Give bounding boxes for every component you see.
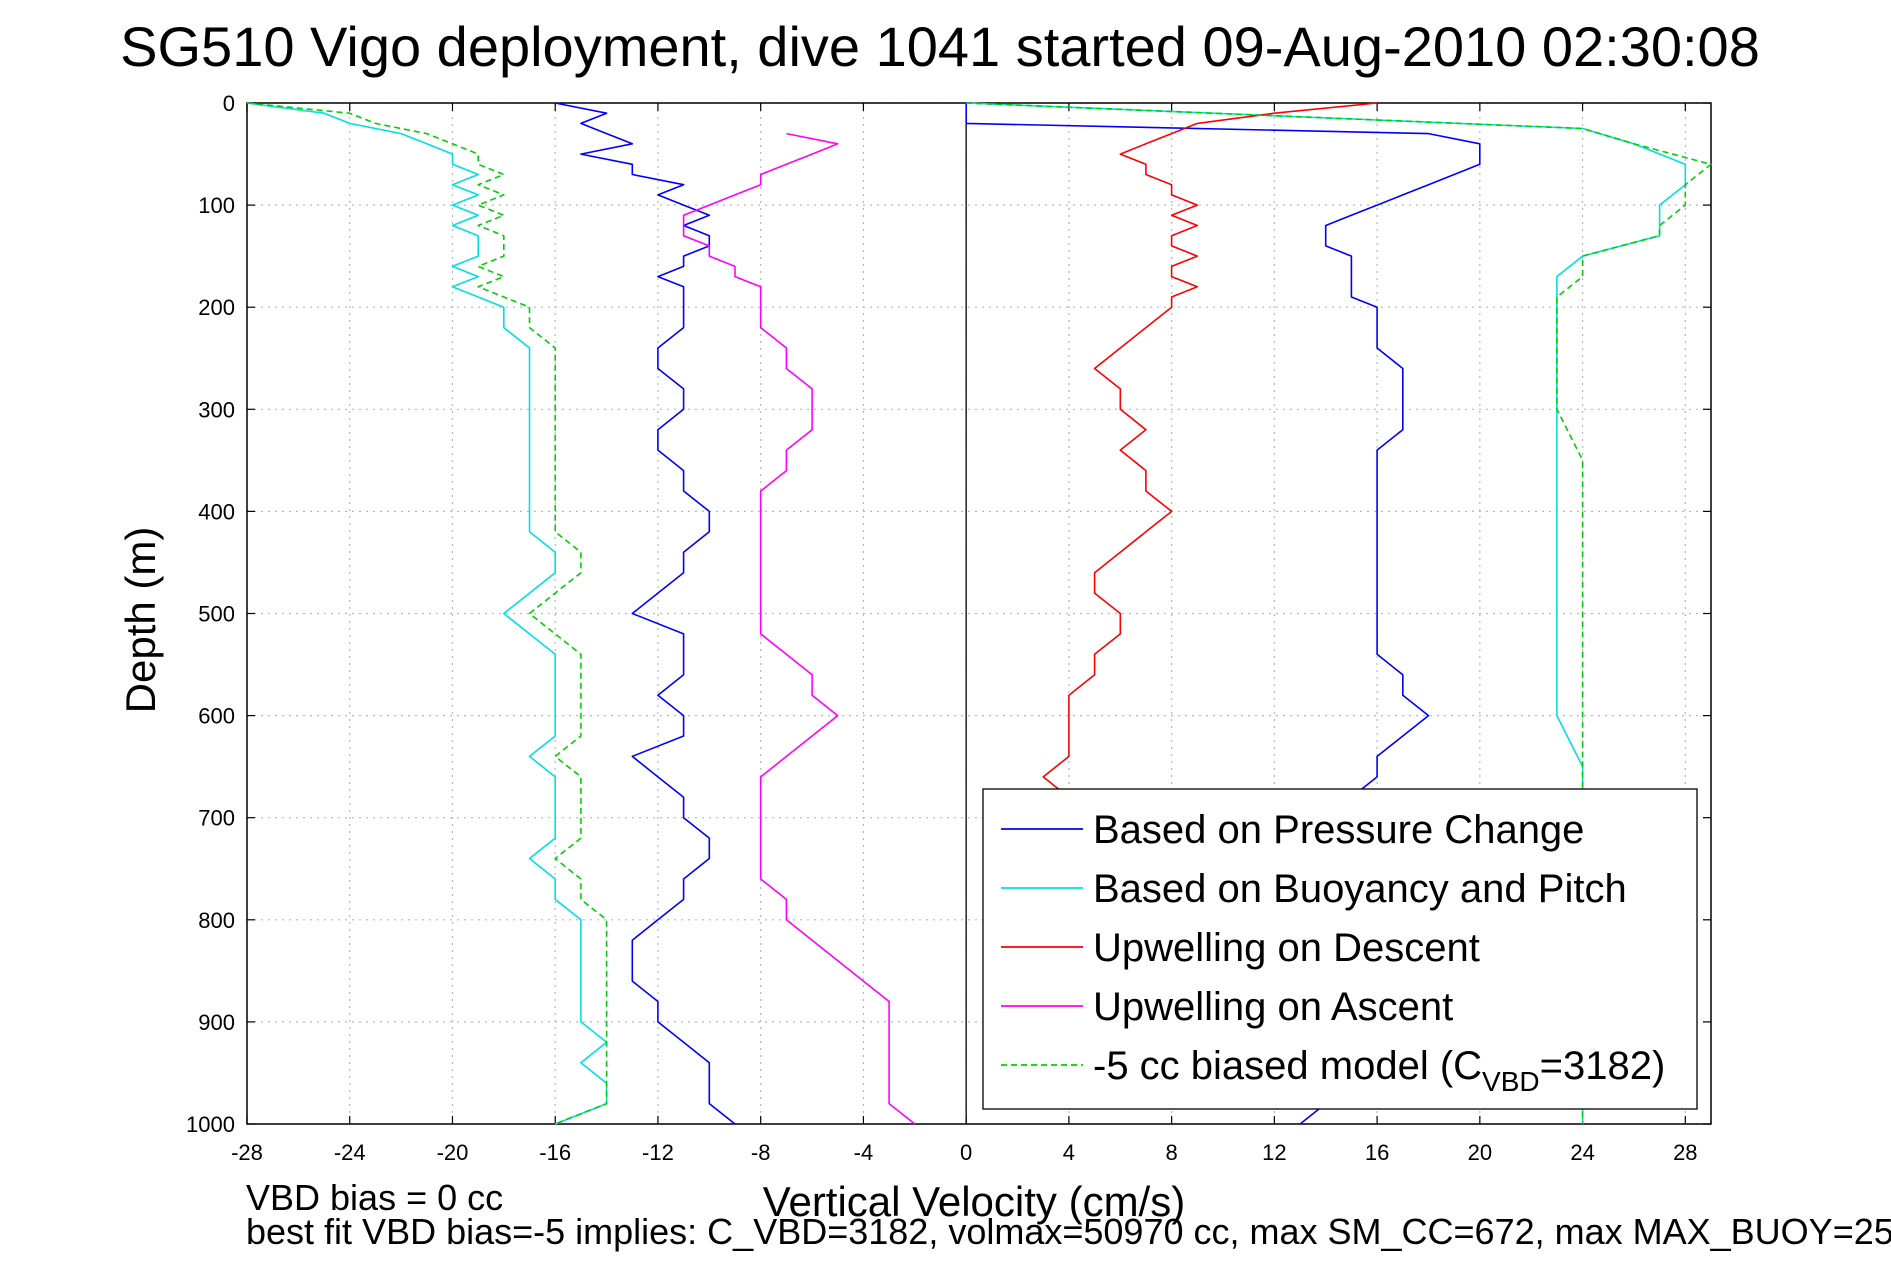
x-tick-label: 20: [1468, 1140, 1492, 1165]
series-4-line: [682, 132, 916, 1125]
y-axis-label: Depth (m): [117, 527, 164, 714]
y-tick-label: 100: [198, 193, 235, 218]
x-tick-label: 4: [1063, 1140, 1075, 1165]
chart-title: SG510 Vigo deployment, dive 1041 started…: [120, 15, 1760, 78]
series-1-line: [555, 102, 736, 1125]
legend-label-3: Upwelling on Descent: [1093, 926, 1480, 970]
x-tick-label: -24: [334, 1140, 366, 1165]
legend-label-2: Based on Buoyancy and Pitch: [1093, 867, 1627, 911]
y-tick-label: 900: [198, 1010, 235, 1035]
x-tick-label: 12: [1262, 1140, 1286, 1165]
x-tick-label: -12: [642, 1140, 674, 1165]
y-tick-label: 200: [198, 295, 235, 320]
x-tick-label: -20: [437, 1140, 469, 1165]
legend-label-5: -5 cc biased model (CVBD=3182): [1093, 1044, 1665, 1097]
series-2-line: [246, 102, 608, 1125]
legend-label-1: Based on Pressure Change: [1093, 808, 1584, 852]
x-tick-label: 16: [1365, 1140, 1389, 1165]
x-tick-label: -16: [539, 1140, 571, 1165]
y-tick-label: 300: [198, 397, 235, 422]
y-tick-label: 800: [198, 908, 235, 933]
x-tick-label: -4: [854, 1140, 874, 1165]
x-tick-label: -8: [751, 1140, 771, 1165]
legend: Based on Pressure Change Based on Buoyanc…: [982, 788, 1698, 1110]
y-tick-label: 700: [198, 806, 235, 831]
x-tick-label: 8: [1166, 1140, 1178, 1165]
series-5-line: [246, 102, 608, 1125]
y-tick-label: 500: [198, 602, 235, 627]
x-tick-label: 28: [1673, 1140, 1697, 1165]
footer-line-1: VBD bias = 0 cc: [246, 1177, 503, 1218]
legend-label-4: Upwelling on Ascent: [1093, 985, 1453, 1029]
y-tick-label: 600: [198, 704, 235, 729]
tick-labels: -28 -24 -20 -16 -12 -8 -4 0 4 8 12 16 20 24 28 0 100 200 3…: [186, 91, 1698, 1165]
y-tick-label: 400: [198, 499, 235, 524]
footer-line-2: best fit VBD bias=-5 implies: C_VBD=3182…: [246, 1211, 1891, 1252]
y-tick-label: 1000: [186, 1112, 235, 1137]
x-axis-label: Vertical Velocity (cm/s): [763, 1178, 1185, 1225]
series-5-line-right: [966, 102, 1712, 1124]
x-tick-label: 24: [1570, 1140, 1594, 1165]
x-tick-label: 0: [960, 1140, 972, 1165]
legend-box: [982, 788, 1698, 1110]
x-tick-label: -28: [231, 1140, 263, 1165]
y-tick-label: 0: [223, 91, 235, 116]
series-3-line: [1042, 102, 1378, 818]
